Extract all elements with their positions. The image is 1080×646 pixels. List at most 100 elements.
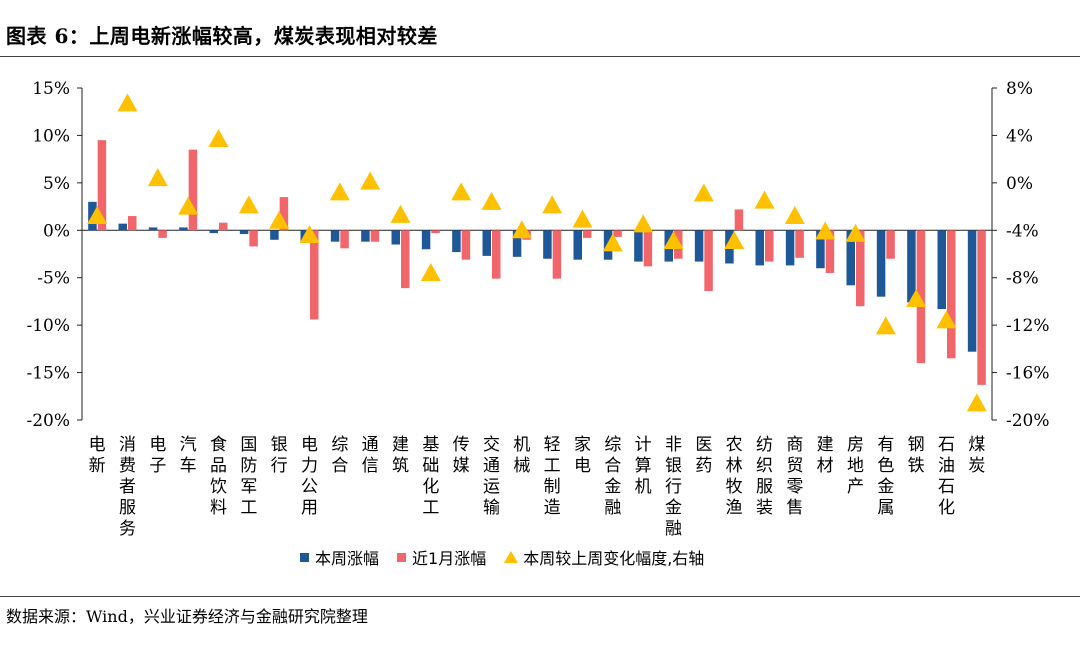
category-label: 军 xyxy=(240,477,257,497)
bar-weekly xyxy=(361,230,370,242)
category-label: 国 xyxy=(240,435,257,455)
category-label: 料 xyxy=(210,498,227,518)
change-marker xyxy=(754,190,775,209)
category-label: 石 xyxy=(938,477,955,497)
left-tick-label: 10% xyxy=(32,126,70,146)
top-rule xyxy=(0,56,1080,57)
category-label: 牧 xyxy=(726,477,743,497)
category-label: 者 xyxy=(119,477,136,497)
bar-monthly xyxy=(158,230,167,238)
category-label: 基 xyxy=(422,435,439,455)
category-label: 金 xyxy=(877,477,894,497)
category-label: 钢 xyxy=(908,435,925,455)
bar-weekly xyxy=(148,227,158,231)
bar-monthly xyxy=(916,230,926,364)
category-label: 通 xyxy=(483,456,500,476)
category-label: 医 xyxy=(695,435,712,455)
category-label: 铁 xyxy=(908,456,925,476)
category-label: 机 xyxy=(635,477,652,497)
category-label: 产 xyxy=(847,477,864,497)
left-tick-label: -20% xyxy=(26,411,70,431)
category-label: 机 xyxy=(513,435,530,455)
legend-label-monthly: 近1月涨幅 xyxy=(412,549,487,568)
change-marker xyxy=(87,206,108,225)
bar-monthly xyxy=(825,230,835,273)
bar-monthly xyxy=(401,230,410,289)
category-label: 煤 xyxy=(968,435,985,455)
change-marker xyxy=(542,195,563,214)
category-label: 有 xyxy=(877,435,894,455)
category-label: 房 xyxy=(847,435,864,455)
category-label: 化 xyxy=(938,498,955,518)
category-label: 装 xyxy=(756,498,773,518)
category-label: 公 xyxy=(301,477,318,497)
change-marker xyxy=(906,289,927,308)
category-label: 造 xyxy=(544,498,561,518)
bar-weekly xyxy=(239,230,249,235)
category-label: 运 xyxy=(483,477,500,497)
legend-triangle-icon xyxy=(504,551,519,563)
right-tick-label: -12% xyxy=(1006,316,1050,336)
bar-monthly xyxy=(370,230,380,242)
category-label: 材 xyxy=(817,456,834,476)
bar-monthly xyxy=(97,140,107,231)
change-marker xyxy=(815,221,836,240)
bar-monthly xyxy=(461,230,471,260)
bar-monthly xyxy=(613,230,622,237)
legend-item-monthly: 近1月涨幅 xyxy=(397,545,486,569)
bar-monthly xyxy=(128,216,137,231)
change-marker xyxy=(602,233,623,252)
bar-monthly xyxy=(734,209,744,231)
category-label: 制 xyxy=(544,477,561,497)
category-label: 计 xyxy=(635,435,652,455)
category-label: 食 xyxy=(210,435,227,455)
bar-monthly xyxy=(947,230,956,359)
bar-weekly xyxy=(876,230,886,297)
category-label: 服 xyxy=(756,477,773,497)
bar-weekly xyxy=(846,230,855,286)
bar-weekly xyxy=(634,230,643,262)
change-marker xyxy=(966,393,987,412)
change-marker xyxy=(147,168,168,187)
bar-weekly xyxy=(179,227,188,231)
bar-weekly xyxy=(967,230,977,352)
bar-monthly xyxy=(431,230,440,234)
category-label: 炭 xyxy=(968,456,985,476)
legend-label-change: 本周较上周变化幅度,右轴 xyxy=(523,549,705,568)
bar-monthly xyxy=(310,230,319,320)
bar-monthly xyxy=(492,230,501,279)
left-tick-label: -5% xyxy=(37,269,70,289)
category-label: 交 xyxy=(483,435,500,455)
category-label: 媒 xyxy=(453,456,470,476)
category-label: 传 xyxy=(453,435,470,455)
legend-item-weekly: 本周涨幅 xyxy=(300,545,379,569)
category-label: 金 xyxy=(665,498,682,518)
category-label: 农 xyxy=(726,435,743,455)
bottom-rule xyxy=(0,596,1080,597)
change-marker xyxy=(845,223,866,242)
bar-monthly xyxy=(704,230,713,291)
bar-weekly xyxy=(421,230,431,250)
category-label: 银 xyxy=(665,456,682,476)
category-label: 非 xyxy=(665,435,682,455)
category-label: 化 xyxy=(422,477,439,497)
category-label: 织 xyxy=(756,456,773,476)
category-label: 合 xyxy=(331,456,348,476)
left-tick-label: 5% xyxy=(43,174,70,194)
category-label: 工 xyxy=(544,456,561,476)
bar-monthly xyxy=(583,230,592,238)
change-marker xyxy=(329,182,350,201)
change-marker xyxy=(360,171,381,190)
category-label: 融 xyxy=(665,519,682,539)
category-label: 纺 xyxy=(756,435,773,455)
bar-weekly xyxy=(330,230,340,242)
bar-monthly xyxy=(886,230,895,259)
bar-chart: 15% 10% 5% 0% -5% -10% -15% -20% 8% 4% 0% -4% -8% -12… xyxy=(26,79,1050,539)
left-tick-label: 0% xyxy=(43,221,70,241)
change-marker xyxy=(299,225,320,244)
legend-swatch-monthly xyxy=(397,552,407,562)
change-marker xyxy=(117,93,138,112)
change-marker xyxy=(481,191,502,210)
category-label: 车 xyxy=(180,456,197,476)
bar-weekly xyxy=(785,230,795,266)
